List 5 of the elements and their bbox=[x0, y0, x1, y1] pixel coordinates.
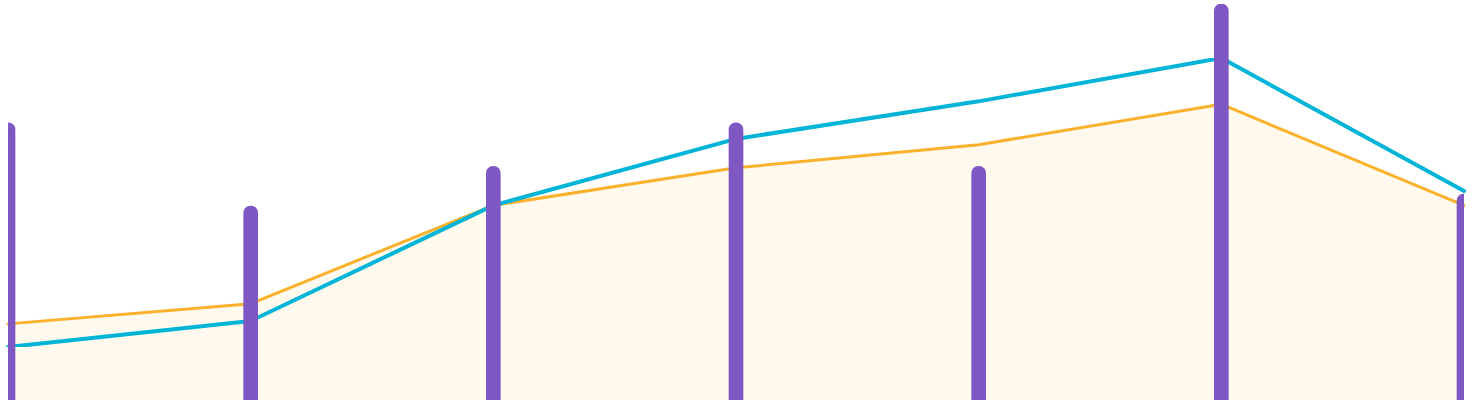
bar bbox=[486, 166, 501, 400]
bar bbox=[1214, 4, 1229, 400]
bar bbox=[728, 122, 744, 400]
bar bbox=[243, 205, 258, 400]
bar bbox=[971, 166, 986, 400]
